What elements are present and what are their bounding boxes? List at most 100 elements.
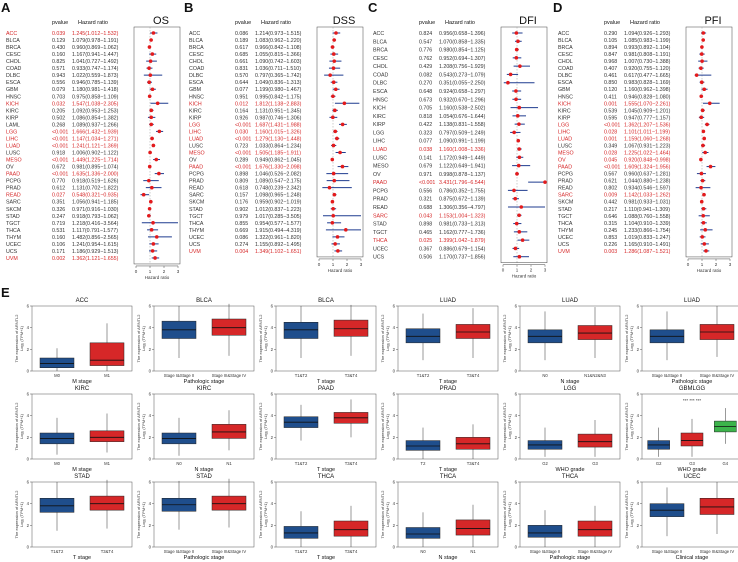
p-value: 0.673 bbox=[419, 97, 432, 103]
hr-point bbox=[699, 185, 703, 190]
hazard-ratio-text: 0.875(0.672−1.139) bbox=[439, 197, 486, 203]
box-group-label: T3&T4 bbox=[467, 461, 480, 466]
box-body bbox=[455, 519, 491, 536]
cancer-name: CESC bbox=[558, 52, 573, 58]
box-ylabel: The expression of ARNTL2 bbox=[258, 314, 263, 363]
hr-point bbox=[154, 157, 159, 162]
box-plot-title: LUAD bbox=[684, 298, 701, 304]
hr-point bbox=[517, 254, 522, 259]
box-ytick-label: 4 bbox=[27, 413, 30, 418]
box-ytick-label: 0 bbox=[149, 457, 152, 462]
hr-point bbox=[330, 45, 335, 49]
hazard-ratio-text: 1.399(1.042−1.879) bbox=[439, 238, 486, 244]
hr-point bbox=[328, 73, 332, 77]
hazard-ratio-text: 1.322(0.961−1.820) bbox=[255, 235, 302, 241]
box-ytick-label: 0 bbox=[393, 457, 396, 462]
p-value: 0.818 bbox=[419, 114, 432, 120]
p-value: 0.723 bbox=[235, 143, 248, 149]
hazard-ratio-text: 0.956(0.658−1.396) bbox=[439, 31, 486, 37]
box-ylabel: The expression of ARNTL2 bbox=[380, 490, 385, 539]
box-body bbox=[455, 437, 491, 450]
cancer-name: KICH bbox=[189, 101, 202, 107]
p-value: 0.043 bbox=[419, 213, 432, 219]
box-ylabel: Log₂ (TPM+1) bbox=[141, 325, 146, 351]
box-body bbox=[39, 357, 75, 368]
forest-tick-label: 2 bbox=[715, 262, 718, 267]
p-value: <0.001 bbox=[235, 165, 251, 171]
box-ytick-label: 2 bbox=[27, 435, 30, 440]
box-plot-title: PAAD bbox=[318, 386, 335, 392]
cancer-name: CHOL bbox=[373, 64, 388, 70]
hr-point bbox=[151, 31, 156, 35]
box-body bbox=[333, 520, 369, 537]
box-body bbox=[455, 324, 491, 339]
hazard-ratio-text: 1.012(0.837−1.223) bbox=[255, 207, 302, 213]
cancer-name: BLCA bbox=[6, 38, 20, 44]
p-value: 0.719 bbox=[52, 221, 65, 227]
forest-tick-label: 2 bbox=[530, 268, 533, 273]
box-ylabel: Log₂ (TPM+1) bbox=[263, 413, 268, 439]
box-plot-title: UCEC bbox=[683, 474, 701, 480]
cancer-name: SKCM bbox=[6, 207, 21, 213]
p-value: 0.367 bbox=[419, 246, 432, 252]
hr-point bbox=[517, 147, 522, 151]
box-body bbox=[211, 318, 247, 336]
forest-tick-label: 2 bbox=[346, 262, 349, 267]
box-ylabel: The expression of ARNTL2 bbox=[624, 490, 629, 539]
cancer-name: PCPG bbox=[6, 179, 21, 185]
cancer-name: UVM bbox=[558, 249, 570, 255]
hr-point bbox=[513, 196, 518, 201]
hr-point bbox=[516, 163, 521, 168]
cancer-name: THYM bbox=[6, 235, 21, 241]
hr-point bbox=[151, 221, 155, 225]
hazard-ratio-text: 1.147(1.034−1.271) bbox=[72, 136, 119, 142]
hr-point bbox=[149, 115, 154, 120]
cancer-name: HNSC bbox=[6, 94, 21, 100]
hazard-ratio-text: 1.306(0.356−4.797) bbox=[439, 205, 486, 211]
hr-point bbox=[332, 178, 337, 183]
hr-point bbox=[513, 246, 518, 251]
hr-point bbox=[699, 80, 704, 85]
p-value: 0.648 bbox=[419, 89, 432, 95]
hr-point bbox=[699, 199, 704, 204]
hazard-ratio-text: 0.920(0.848−0.998) bbox=[624, 158, 671, 164]
cancer-name: LUAD bbox=[6, 143, 20, 149]
p-value: 0.661 bbox=[235, 59, 248, 65]
cancer-name: STAD bbox=[6, 214, 20, 220]
box-xlabel: M stage bbox=[72, 467, 92, 473]
p-value: 0.531 bbox=[52, 228, 65, 234]
hr-point bbox=[334, 31, 338, 35]
box-ylabel: Log₂ (TPM+1) bbox=[507, 325, 512, 351]
cancer-name: READ bbox=[558, 186, 573, 192]
hr-point bbox=[508, 72, 513, 77]
hazard-ratio-text: 0.998(0.878−1.137) bbox=[439, 172, 486, 178]
cancer-name: MESO bbox=[6, 158, 22, 164]
p-value: 0.157 bbox=[235, 193, 248, 199]
box-body bbox=[577, 520, 613, 537]
box-ylabel: The expression of ARNTL2 bbox=[624, 402, 629, 451]
cancer-name: OV bbox=[6, 165, 14, 171]
box-ylabel: The expression of ARNTL2 bbox=[380, 314, 385, 363]
hr-point bbox=[331, 52, 336, 56]
hazard-ratio-text: 1.022(0.559−1.873) bbox=[72, 73, 119, 79]
p-value: 0.025 bbox=[419, 238, 432, 244]
box-ytick-label: 0 bbox=[27, 457, 30, 462]
hazard-ratio-text: 1.225(1.022−1.464) bbox=[624, 151, 671, 157]
panel-label: B bbox=[184, 0, 193, 15]
hr-point bbox=[514, 56, 519, 60]
cancer-name: MESO bbox=[558, 151, 574, 157]
cancer-name: LIHC bbox=[558, 129, 570, 135]
hr-point bbox=[150, 185, 154, 190]
box-ytick-label: 4 bbox=[637, 325, 640, 330]
box-ytick-label: 6 bbox=[271, 304, 274, 309]
hazard-ratio-text: 1.241(1.121−1.369) bbox=[72, 143, 119, 149]
cancer-name: ESCA bbox=[373, 89, 388, 95]
box-ytick-label: 0 bbox=[393, 369, 396, 374]
box-group-label: G3 bbox=[689, 461, 695, 466]
box-ytick-label: 4 bbox=[637, 413, 640, 418]
cancer-name: LUSC bbox=[558, 143, 572, 149]
hr-point bbox=[150, 136, 154, 141]
box-ytick-label: 2 bbox=[271, 435, 274, 440]
hr-point bbox=[517, 213, 521, 218]
box-group-label: T2 bbox=[421, 461, 427, 466]
